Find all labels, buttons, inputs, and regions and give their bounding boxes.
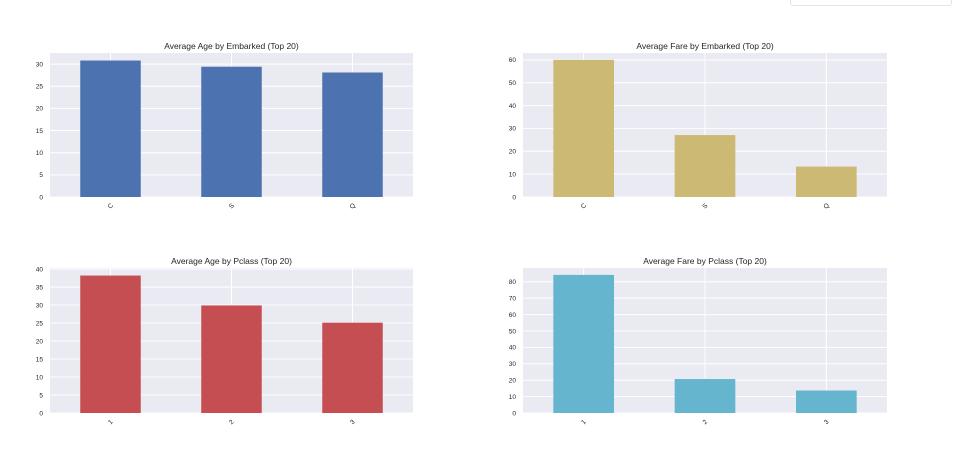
bar-2 [674, 379, 736, 413]
y-tick-label: 30 [36, 61, 44, 68]
bar-C [553, 59, 614, 197]
x-tick-label: 3 [349, 418, 357, 426]
bar-3 [322, 322, 383, 413]
y-tick-label: 40 [509, 103, 517, 110]
chart-title: Average Age by Pclass (Top 20) [171, 256, 292, 266]
y-tick-label: 80 [509, 279, 517, 286]
y-tick-label: 70 [509, 295, 517, 302]
y-tick-label: 0 [512, 194, 516, 201]
y-tick-label: 50 [509, 328, 517, 335]
x-tick-label: 3 [823, 418, 831, 426]
bar-1 [553, 274, 614, 413]
bar-3 [796, 390, 857, 413]
y-tick-label: 20 [509, 377, 517, 384]
y-tick-label: 5 [39, 392, 43, 399]
y-tick-label: 20 [509, 149, 517, 156]
bar-S [201, 66, 262, 197]
y-tick-label: 25 [36, 84, 44, 91]
bar-1 [80, 275, 141, 413]
bar-Q [796, 166, 857, 197]
y-tick-label: 20 [36, 338, 44, 345]
x-tick-label: C [107, 202, 115, 210]
x-tick-label: S [701, 202, 709, 210]
x-tick-label: Q [349, 202, 358, 211]
y-tick-label: 60 [509, 57, 517, 64]
chart-title: Average Age by Embarked (Top 20) [164, 41, 299, 51]
y-tick-label: 15 [36, 356, 44, 363]
y-tick-label: 5 [39, 172, 43, 179]
y-tick-label: 25 [36, 320, 44, 327]
y-tick-label: 10 [36, 150, 44, 157]
y-tick-label: 40 [36, 266, 44, 273]
chart-1: 0 5 10 15 20 25 30 C S Q Average Age by Embarked (… [36, 41, 413, 211]
chart-3: 0 5 10 15 20 25 30 35 40 1 2 3 Average Age by Pclass… [36, 256, 413, 426]
y-tick-label: 0 [39, 410, 43, 417]
chart-2: 0 10 20 30 40 50 60 C S Q Average Fare by Embarked… [509, 41, 887, 211]
y-tick-label: 0 [512, 410, 516, 417]
y-tick-label: 30 [36, 302, 44, 309]
bar-2 [201, 305, 262, 413]
x-tick-label: 2 [228, 418, 236, 426]
chart-4: 0 10 20 30 40 50 60 70 80 1 2 3 Average Fare by Pcla… [509, 256, 887, 426]
x-tick-label: 1 [580, 418, 588, 426]
y-tick-label: 10 [36, 374, 44, 381]
y-tick-label: 15 [36, 128, 44, 135]
y-tick-label: 50 [509, 80, 517, 87]
bar-C [80, 60, 141, 198]
x-tick-label: 2 [702, 418, 710, 426]
x-tick-label: Q [822, 202, 831, 211]
y-tick-label: 40 [509, 345, 517, 352]
bar-S [674, 135, 736, 197]
y-tick-label: 0 [39, 194, 43, 201]
y-tick-label: 10 [509, 394, 517, 401]
y-tick-label: 30 [509, 361, 517, 368]
y-tick-label: 20 [36, 106, 44, 113]
chart-title: Average Fare by Embarked (Top 20) [636, 41, 773, 51]
bar-Q [322, 72, 383, 197]
x-tick-label: 1 [107, 418, 115, 426]
y-tick-label: 35 [36, 284, 44, 291]
output-toolbar-edge [790, 0, 952, 6]
x-tick-label: S [228, 202, 236, 210]
y-tick-label: 10 [509, 171, 517, 178]
chart-title: Average Fare by Pclass (Top 20) [643, 256, 767, 266]
y-tick-label: 30 [509, 126, 517, 133]
y-tick-label: 60 [509, 312, 517, 319]
x-tick-label: C [580, 202, 588, 210]
